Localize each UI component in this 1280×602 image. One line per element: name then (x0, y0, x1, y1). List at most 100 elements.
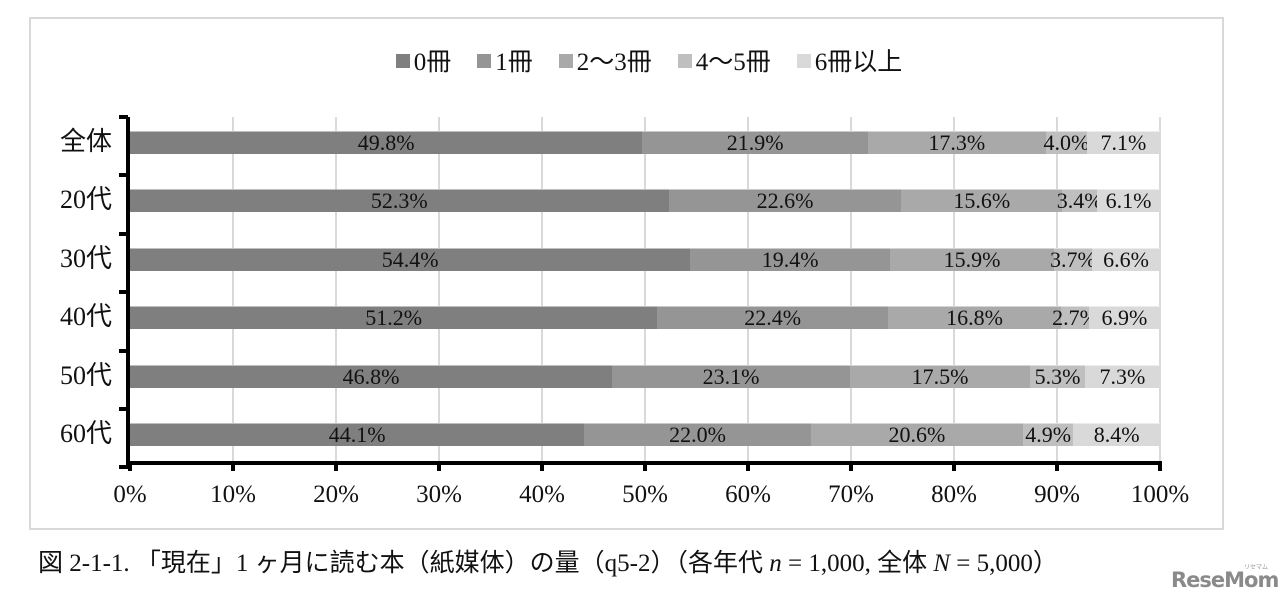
data-label: 22.4% (744, 305, 802, 331)
data-label: 7.1% (1100, 130, 1147, 155)
data-label: 22.6% (756, 188, 814, 214)
caption-prefix: 図 2-1-1. 「現在」1 ヶ月に読む本（紙媒体）の量（q5-2）（各年代 (38, 550, 770, 577)
x-axis-label: 100% (1130, 481, 1190, 508)
data-label: 49.8% (357, 130, 415, 155)
caption-N-val: = 5,000） (950, 550, 1058, 577)
y-axis-tick (119, 173, 128, 178)
data-label: 6.9% (1101, 305, 1148, 331)
data-label: 51.2% (365, 305, 423, 331)
bar-row: 46.8% 23.1% 17.5% 5.3% 7.3% (130, 363, 1160, 389)
legend-item: 0冊 (395, 42, 452, 78)
bar-segment: 4.9% (1022, 422, 1074, 447)
bar-segment: 22.0% (584, 423, 811, 446)
legend-swatch-icon (477, 54, 492, 68)
x-axis-tick (643, 463, 647, 471)
data-label: 7.3% (1099, 363, 1146, 389)
bar-segment: 3.7% (1050, 247, 1096, 271)
x-axis-tick (952, 463, 956, 471)
data-label: 3.4% (1056, 188, 1103, 214)
y-axis-tick (119, 231, 128, 236)
bar-segment: 44.1% (130, 423, 585, 446)
bar-segment: 51.2% (130, 305, 658, 331)
legend-item: 4〜5冊 (677, 42, 771, 78)
legend-item: 6冊以上 (796, 42, 903, 78)
x-axis-label: 80% (931, 481, 977, 508)
bar-segment: 21.9% (642, 130, 868, 155)
bar-segment: 3.4% (1057, 189, 1103, 213)
y-axis-label: 40代 (59, 302, 112, 332)
bar-segment: 52.3% (130, 188, 669, 214)
data-label: 15.9% (943, 246, 1001, 272)
y-axis-label: 20代 (59, 185, 112, 215)
gridline (850, 117, 852, 464)
data-label: 4.9% (1025, 422, 1072, 447)
bar-segment: 4.0% (1043, 131, 1089, 154)
resemom-logo: ReseMom (1171, 568, 1279, 592)
y-axis-label: 全体 (59, 127, 112, 156)
data-label: 54.4% (381, 246, 439, 272)
gridline (541, 117, 543, 464)
gridline (644, 117, 646, 464)
legend-label: 4〜5冊 (695, 49, 771, 76)
x-axis-tick (437, 463, 441, 471)
bar-segment: 22.4% (657, 305, 889, 331)
legend-label: 0冊 (413, 49, 452, 76)
x-axis-label: 0% (113, 481, 147, 508)
caption-n-val: = 1,000, 全体 (781, 550, 934, 577)
legend-item: 1冊 (477, 42, 533, 78)
y-axis-label: 60代 (59, 419, 112, 448)
x-axis-tick (1158, 463, 1162, 471)
x-axis-tick (231, 463, 235, 471)
y-axis-label: 30代 (59, 243, 112, 273)
legend-label: 2〜3冊 (576, 49, 652, 76)
bar-segment: 22.6% (668, 188, 902, 214)
gridline (953, 117, 955, 464)
data-label: 3.7% (1050, 246, 1096, 272)
legend-swatch-icon (677, 54, 692, 68)
y-axis-tick (119, 348, 128, 353)
bar-segment: 2.7% (1052, 306, 1098, 330)
data-label: 2.7% (1052, 305, 1098, 331)
chart-legend: 0冊 1冊 2〜3冊 4〜5冊 6冊以上 (0, 42, 1280, 78)
y-axis-line (126, 117, 130, 465)
legend-item: 2〜3冊 (558, 42, 652, 78)
watermark-subtext: リセマム (1244, 564, 1269, 571)
bar-segment: 6.9% (1088, 305, 1160, 331)
bar-segment: 23.1% (612, 364, 850, 388)
y-axis-tick (119, 407, 128, 411)
bar-row: 44.1% 22.0% 20.6% 4.9% 8.4% (130, 423, 1160, 446)
data-label: 17.3% (928, 130, 986, 155)
bar-segment: 15.6% (901, 188, 1063, 214)
data-label: 15.6% (953, 188, 1011, 214)
legend-swatch-icon (796, 54, 811, 68)
figure-caption: 図 2-1-1. 「現在」1 ヶ月に読む本（紙媒体）の量（q5-2）（各年代 n… (38, 543, 1058, 579)
y-axis-label: 50代 (59, 360, 112, 390)
x-axis-label: 50% (622, 481, 668, 508)
data-label: 6.6% (1103, 246, 1149, 272)
data-label: 8.4% (1093, 422, 1140, 447)
bar-segment: 49.8% (130, 130, 643, 155)
bar-segment: 15.9% (890, 246, 1054, 272)
gridline (335, 117, 337, 464)
bar-segment: 7.1% (1086, 130, 1160, 155)
bar-segment: 7.3% (1084, 363, 1160, 389)
y-axis-tick (119, 115, 128, 119)
bar-segment: 17.3% (867, 130, 1046, 155)
legend-label: 6冊以上 (814, 49, 903, 76)
data-label: 21.9% (726, 130, 784, 155)
data-label: 46.8% (342, 363, 400, 389)
x-axis-label: 90% (1034, 481, 1080, 508)
data-label: 52.3% (370, 188, 428, 214)
x-axis-label: 40% (519, 481, 565, 508)
x-axis-tick (334, 463, 338, 471)
data-label: 6.1% (1105, 188, 1152, 214)
caption-n-var: n (769, 550, 782, 577)
x-axis-tick (746, 463, 750, 471)
x-axis-tick (849, 463, 853, 471)
y-axis-tick (119, 290, 128, 295)
x-axis-tick (128, 463, 132, 471)
bar-row: 52.3% 22.6% 15.6% 3.4% 6.1% (130, 188, 1160, 214)
caption-N-var: N (933, 550, 951, 577)
gridline (747, 117, 749, 464)
gridline (438, 117, 440, 464)
